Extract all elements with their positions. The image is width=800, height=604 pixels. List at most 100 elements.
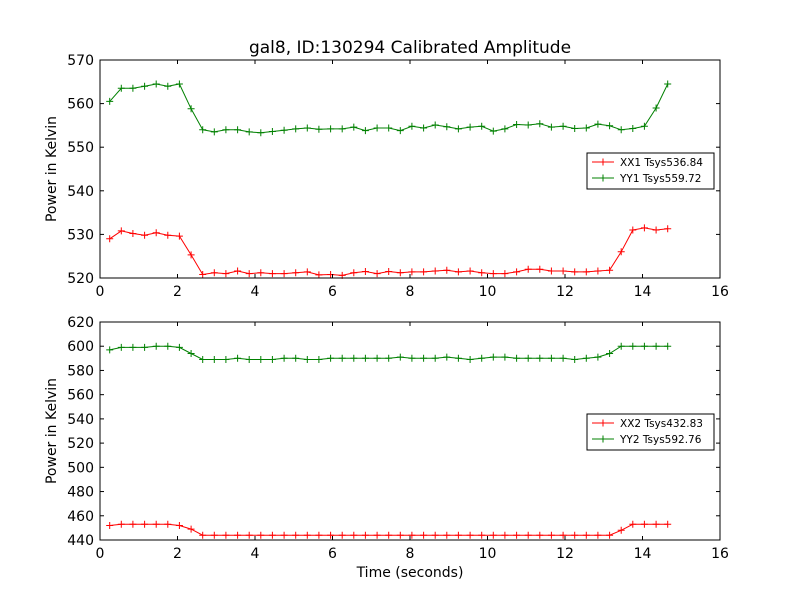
data-point bbox=[501, 531, 509, 539]
data-point bbox=[152, 342, 160, 350]
data-point bbox=[117, 343, 125, 351]
data-point bbox=[129, 520, 137, 528]
axis-ticks-top: 0 2 4 6 8 10 12 14 16 520 530 540 550 560 570 bbox=[67, 53, 729, 300]
data-point bbox=[292, 125, 300, 133]
data-point bbox=[106, 346, 114, 354]
data-point bbox=[501, 270, 509, 278]
data-point bbox=[245, 128, 253, 136]
data-point bbox=[571, 531, 579, 539]
data-point bbox=[524, 354, 532, 362]
y-tick-label: 560 bbox=[67, 388, 94, 404]
data-point bbox=[164, 520, 172, 528]
data-point bbox=[385, 354, 393, 362]
data-point bbox=[454, 125, 462, 133]
data-point bbox=[640, 224, 648, 232]
legend-label: YY2 Tsys592.76 bbox=[619, 434, 702, 446]
legend-marker bbox=[599, 435, 607, 443]
data-point bbox=[338, 125, 346, 133]
data-point bbox=[617, 126, 625, 134]
data-point bbox=[199, 356, 207, 363]
x-tick-label: 4 bbox=[251, 546, 260, 562]
data-point bbox=[571, 268, 579, 276]
data-point bbox=[420, 354, 428, 362]
data-point bbox=[141, 343, 149, 351]
data-point bbox=[164, 82, 172, 90]
x-tick-label: 8 bbox=[406, 546, 415, 562]
data-point bbox=[652, 226, 660, 234]
data-point bbox=[652, 520, 660, 528]
legend-label: YY1 Tsys559.72 bbox=[619, 173, 701, 185]
legend-marker bbox=[599, 174, 607, 182]
data-point bbox=[257, 269, 265, 277]
data-point bbox=[420, 124, 428, 132]
data-point bbox=[303, 124, 311, 132]
data-point bbox=[187, 525, 195, 533]
data-point bbox=[292, 269, 300, 277]
data-point bbox=[268, 531, 276, 539]
data-point bbox=[466, 267, 474, 275]
data-point bbox=[175, 343, 183, 351]
data-point bbox=[606, 266, 614, 274]
data-point bbox=[443, 531, 451, 539]
data-point bbox=[327, 531, 335, 539]
data-point bbox=[303, 356, 311, 363]
data-point bbox=[199, 531, 207, 539]
data-point bbox=[489, 127, 497, 135]
data-point bbox=[234, 126, 242, 134]
data-point bbox=[222, 126, 230, 134]
legend-box bbox=[586, 413, 715, 451]
data-point bbox=[664, 342, 672, 350]
data-point bbox=[547, 354, 555, 362]
data-point bbox=[268, 270, 276, 278]
data-point bbox=[478, 354, 486, 362]
data-point bbox=[373, 270, 381, 278]
data-point bbox=[513, 354, 521, 362]
data-point bbox=[175, 80, 183, 88]
data-point bbox=[454, 354, 462, 362]
data-point bbox=[175, 522, 183, 529]
y-tick-label: 460 bbox=[67, 509, 94, 525]
x-tick-label: 16 bbox=[711, 546, 729, 562]
data-point bbox=[234, 354, 242, 362]
data-point bbox=[640, 342, 648, 350]
y-tick-label: 560 bbox=[67, 97, 94, 113]
data-point bbox=[106, 522, 114, 529]
data-point bbox=[373, 124, 381, 132]
data-point bbox=[187, 350, 195, 357]
data-point bbox=[536, 354, 544, 362]
data-point bbox=[420, 531, 428, 539]
data-point bbox=[117, 84, 125, 92]
data-point bbox=[582, 268, 590, 276]
legend-marker bbox=[599, 158, 607, 166]
data-point bbox=[361, 531, 369, 539]
data-point bbox=[396, 269, 404, 277]
x-tick-label: 10 bbox=[479, 546, 497, 562]
data-point bbox=[350, 123, 358, 131]
data-point bbox=[652, 104, 660, 112]
data-point bbox=[489, 270, 497, 278]
x-tick-label: 6 bbox=[328, 546, 337, 562]
data-point bbox=[268, 356, 276, 363]
data-point bbox=[117, 520, 125, 528]
data-point bbox=[175, 232, 183, 240]
y-tick-label: 570 bbox=[67, 53, 94, 69]
x-tick-label: 2 bbox=[173, 546, 182, 562]
y-tick-label: 540 bbox=[67, 412, 94, 428]
data-point bbox=[222, 356, 230, 363]
data-point bbox=[187, 105, 195, 113]
data-point bbox=[210, 269, 218, 277]
data-point bbox=[443, 353, 451, 361]
data-point bbox=[629, 226, 637, 234]
data-point bbox=[350, 269, 358, 277]
plot-area-bottom bbox=[106, 342, 672, 539]
data-point bbox=[478, 269, 486, 277]
data-point bbox=[582, 354, 590, 362]
data-point bbox=[327, 125, 335, 133]
data-point bbox=[594, 120, 602, 128]
data-point bbox=[152, 520, 160, 528]
y-tick-label: 620 bbox=[67, 315, 94, 331]
data-point bbox=[210, 531, 218, 539]
y-tick-label: 520 bbox=[67, 271, 94, 287]
data-point bbox=[303, 531, 311, 539]
